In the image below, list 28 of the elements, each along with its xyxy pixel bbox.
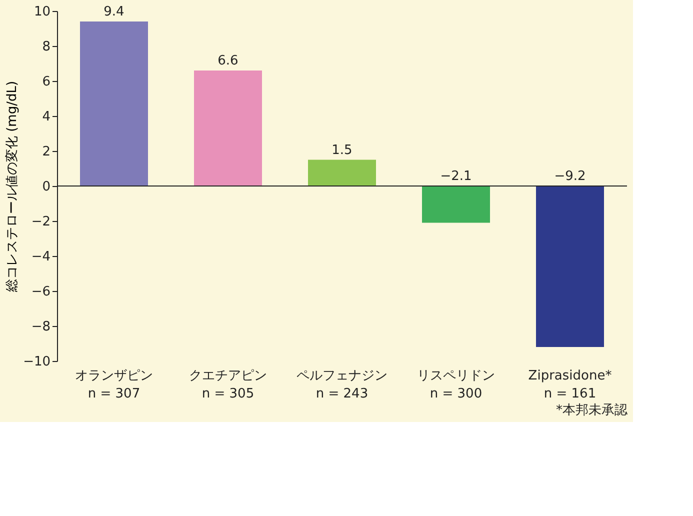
data-label: −9.2 xyxy=(554,169,586,184)
y-tick-label: −2 xyxy=(31,214,50,230)
bar xyxy=(308,160,376,186)
y-tick-label: −10 xyxy=(23,354,50,370)
y-tick-label: 6 xyxy=(42,74,50,90)
y-tick-label: 8 xyxy=(42,40,50,54)
y-tick-label: −6 xyxy=(31,284,50,300)
data-label: 1.5 xyxy=(332,142,352,158)
text: *本邦未承認 xyxy=(556,403,628,418)
x-tick-label: リスペリドン n = 300 xyxy=(417,368,495,402)
y-tick-label: −4 xyxy=(31,250,50,264)
bar xyxy=(80,22,148,186)
data-label: 6.6 xyxy=(218,54,238,68)
y-tick-label: −8 xyxy=(31,320,50,334)
x-tick-label: オランザピン n = 307 xyxy=(75,368,153,402)
y-tick-label: 0 xyxy=(42,180,50,194)
x-tick-label: ペルフェナジン n = 243 xyxy=(296,368,388,402)
y-tick-label: 2 xyxy=(42,144,50,160)
y-tick-label: 10 xyxy=(34,4,50,20)
x-tick-label: Ziprasidone* n = 161 xyxy=(528,368,612,402)
data-label: −2.1 xyxy=(440,169,472,184)
bar xyxy=(536,186,604,347)
bar xyxy=(422,186,490,223)
bar xyxy=(194,70,262,186)
y-axis-title: 総コレステロール値の変化 (mg/dL) xyxy=(4,80,20,294)
x-tick-label: クエチアピン n = 305 xyxy=(189,368,267,402)
y-tick-label: 4 xyxy=(42,110,50,124)
data-label: 9.4 xyxy=(104,4,124,20)
